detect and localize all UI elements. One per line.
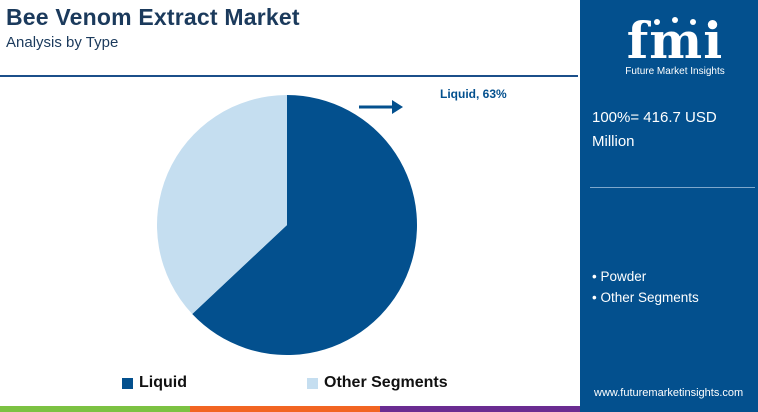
pie-slice-other-segments [157, 95, 287, 314]
bar-segment-purple [380, 406, 580, 412]
bar-segment-blue [580, 406, 758, 412]
pie-slice-liquid [192, 95, 417, 355]
legend-swatch-other-segments [307, 377, 318, 389]
header-divider [0, 75, 578, 77]
logo-graphic: fmi Future Market Insights [625, 11, 724, 77]
segment-list: Powder Other Segments [592, 266, 699, 308]
segment-item: Powder [592, 266, 699, 287]
website-link[interactable]: www.futuremarketinsights.com [594, 387, 744, 399]
pie-chart: Liquid, 63% [157, 87, 507, 355]
legend-label-other-segments: Other Segments [324, 374, 448, 391]
sidebar-divider [590, 187, 755, 188]
logo-tagline: Future Market Insights [625, 66, 724, 77]
legend-swatch-liquid [122, 377, 133, 389]
info-sidebar: fmi Future Market Insights 100%= 416.7 U… [580, 0, 758, 406]
annotation-arrow [359, 100, 403, 114]
chart-title: Bee Venom Extract Market [6, 4, 300, 30]
bar-segment-green [0, 406, 190, 412]
market-total: 100%= 416.7 USD Million [592, 109, 717, 150]
legend-item-liquid: Liquid [122, 374, 187, 392]
annotation-label: Liquid, 63% [440, 87, 507, 101]
logo-people-icon [654, 17, 696, 25]
bar-segment-orange [190, 406, 380, 412]
legend-label-liquid: Liquid [139, 374, 187, 391]
fmi-logo: fmi Future Market Insights [605, 11, 745, 80]
legend-item-other-segments: Other Segments [307, 374, 448, 392]
bottom-color-bar [0, 406, 758, 412]
segment-item: Other Segments [592, 287, 698, 308]
chart-subtitle: Analysis by Type [6, 34, 119, 51]
